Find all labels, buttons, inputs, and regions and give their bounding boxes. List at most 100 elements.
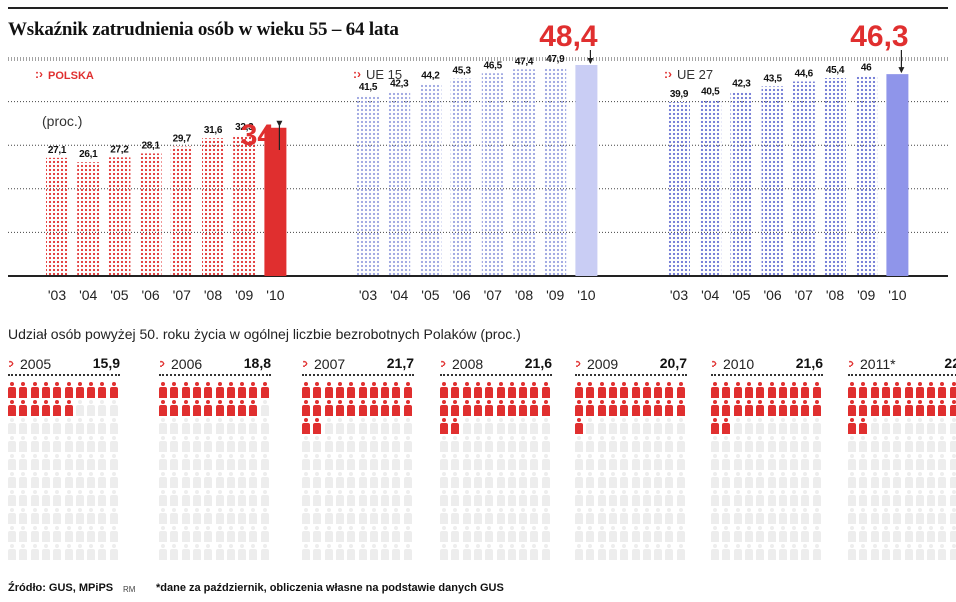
person-icon — [53, 472, 62, 488]
person-icon — [109, 508, 118, 524]
person-icon — [519, 400, 528, 416]
person-icon — [949, 418, 956, 434]
bar-ue-27-10 — [886, 74, 909, 276]
person-icon — [358, 472, 367, 488]
person-icon — [19, 490, 28, 506]
data-label: 42,3 — [732, 79, 751, 90]
person-icon — [109, 436, 118, 452]
header-rule — [440, 374, 552, 376]
person-icon — [192, 526, 201, 542]
person-icon — [767, 472, 776, 488]
pictogram-header: :› 2008 21,6 — [440, 352, 552, 380]
person-icon — [654, 490, 663, 506]
person-icon — [744, 436, 753, 452]
person-icon — [812, 472, 821, 488]
person-icon — [915, 436, 924, 452]
bar-polska-09 — [233, 135, 256, 276]
person-icon — [41, 508, 50, 524]
person-icon — [41, 400, 50, 416]
person-icon — [620, 508, 629, 524]
person-icon — [215, 400, 224, 416]
tick-label: '06 — [452, 287, 470, 303]
person-icon — [260, 544, 269, 560]
legend-marker: :› — [35, 67, 43, 81]
person-icon — [586, 508, 595, 524]
pictogram-year: 2011* — [860, 356, 896, 372]
person-icon — [711, 418, 719, 434]
person-icon — [324, 490, 333, 506]
person-icon — [654, 508, 663, 524]
person-icon — [324, 508, 333, 524]
person-icon — [631, 472, 640, 488]
person-icon — [722, 472, 731, 488]
person-icon — [904, 418, 913, 434]
person-icon — [496, 436, 505, 452]
person-icon — [249, 400, 258, 416]
person-icon — [215, 544, 224, 560]
person-icon — [204, 490, 213, 506]
person-icon — [631, 544, 640, 560]
person-icon — [676, 544, 685, 560]
person-icon — [403, 526, 412, 542]
person-icon — [462, 544, 471, 560]
person-icon — [848, 508, 856, 524]
person-icon — [586, 436, 595, 452]
person-icon — [392, 454, 401, 470]
person-icon — [358, 400, 367, 416]
person-icon — [767, 508, 776, 524]
person-icon — [915, 508, 924, 524]
person-icon — [530, 436, 539, 452]
person-icon — [324, 544, 333, 560]
person-icon — [473, 418, 482, 434]
person-icon — [790, 454, 799, 470]
person-icon — [915, 472, 924, 488]
chart-title: Wskaźnik zatrudnienia osób w wieku 55 – … — [8, 19, 399, 40]
person-icon — [313, 454, 322, 470]
person-icon — [64, 454, 73, 470]
person-icon — [369, 400, 378, 416]
legend-marker: :› — [302, 356, 308, 370]
bar-polska-03 — [46, 157, 68, 276]
person-icon — [541, 454, 550, 470]
person-icon — [530, 418, 539, 434]
person-icon — [403, 400, 412, 416]
person-icon — [75, 454, 84, 470]
person-icon — [249, 490, 258, 506]
person-icon — [778, 544, 787, 560]
pointer-arrow — [898, 67, 905, 74]
person-icon — [313, 490, 322, 506]
person-icon — [170, 544, 179, 560]
person-icon — [541, 418, 550, 434]
data-label: 45,3 — [452, 65, 471, 76]
person-icon — [927, 418, 936, 434]
person-icon — [676, 472, 685, 488]
person-icon — [8, 508, 16, 524]
pictogram-year: 2009 — [587, 356, 619, 372]
person-icon — [204, 526, 213, 542]
person-icon — [215, 508, 224, 524]
person-icon — [238, 544, 247, 560]
person-icon-grid — [711, 382, 823, 562]
person-icon — [496, 526, 505, 542]
person-icon — [462, 490, 471, 506]
person-icon — [30, 400, 39, 416]
person-icon — [541, 436, 550, 452]
data-label: 42,3 — [390, 79, 409, 90]
person-icon — [881, 472, 890, 488]
person-icon — [260, 526, 269, 542]
person-icon — [949, 400, 956, 416]
person-icon — [665, 454, 674, 470]
person-icon — [192, 508, 201, 524]
person-icon — [790, 526, 799, 542]
person-icon — [893, 544, 902, 560]
data-label: 41,5 — [359, 82, 378, 93]
person-icon — [30, 508, 39, 524]
person-icon — [204, 454, 213, 470]
person-icon — [358, 544, 367, 560]
person-icon — [440, 382, 448, 398]
person-icon — [403, 508, 412, 524]
person-icon — [893, 472, 902, 488]
data-label: 45,4 — [826, 65, 845, 76]
source-note: Źródło: GUS, MPiPS — [8, 582, 114, 594]
person-icon — [801, 490, 810, 506]
